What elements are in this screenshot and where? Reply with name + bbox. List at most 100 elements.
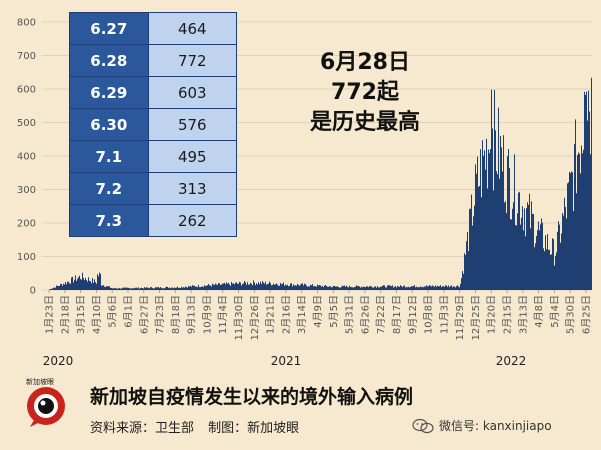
table-value: 495 <box>147 140 238 173</box>
table-row: 7.3 262 <box>69 204 238 237</box>
bar <box>287 284 288 290</box>
bar <box>450 286 451 290</box>
bar <box>150 287 151 290</box>
bar <box>379 287 380 290</box>
bar <box>194 285 195 290</box>
bar <box>402 287 403 290</box>
bar <box>259 284 260 290</box>
bar <box>321 286 322 290</box>
x-tick-label: 7月23日 <box>154 295 166 334</box>
bar <box>554 265 555 290</box>
table-date: 7.1 <box>69 140 149 173</box>
bar <box>407 287 408 290</box>
bar <box>263 282 264 290</box>
bar <box>572 172 573 290</box>
bar <box>205 285 206 290</box>
bar <box>207 285 208 290</box>
bar <box>367 286 368 290</box>
y-tick-label: 400 <box>17 152 36 163</box>
year-axis: 2020 2021 2022 <box>43 354 527 368</box>
bar <box>577 155 578 290</box>
bar <box>387 285 388 290</box>
bar <box>475 164 476 290</box>
bar <box>500 135 501 290</box>
bar <box>512 208 513 290</box>
bar <box>465 255 466 290</box>
bar <box>585 95 586 291</box>
bar <box>490 149 491 290</box>
bar <box>400 285 401 290</box>
bar <box>587 120 588 290</box>
bar <box>368 287 369 290</box>
bar <box>447 286 448 290</box>
bar <box>520 224 521 290</box>
y-tick-label: 500 <box>17 118 36 129</box>
bar <box>118 288 119 290</box>
bar <box>409 287 410 290</box>
bar <box>571 171 572 290</box>
bar <box>345 286 346 290</box>
bar <box>242 283 243 290</box>
bar <box>526 208 527 290</box>
bar <box>156 287 157 290</box>
bar <box>466 241 467 290</box>
bar <box>298 284 299 290</box>
bar <box>99 272 100 290</box>
bar <box>324 285 325 290</box>
bar <box>436 286 437 290</box>
bar <box>483 155 484 290</box>
bar <box>285 284 286 290</box>
bar <box>176 287 177 290</box>
bar <box>107 285 108 290</box>
bar <box>350 286 351 290</box>
bar <box>210 285 211 290</box>
bar <box>190 285 191 290</box>
bar <box>58 285 59 290</box>
bar <box>543 248 544 290</box>
bar <box>358 286 359 290</box>
bar <box>319 285 320 290</box>
logo-icon <box>27 387 65 427</box>
bar <box>148 287 149 290</box>
y-axis: 0 100 200 300 400 500 600 700 800 <box>17 18 36 297</box>
bar <box>195 286 196 290</box>
bar <box>507 156 508 290</box>
data-table: 6.27 464 6.28 772 6.29 603 6.30 576 7.1 495 7.2 313… <box>69 12 238 237</box>
bar <box>52 288 53 290</box>
bar <box>457 285 458 290</box>
bar <box>416 286 417 290</box>
bar <box>179 287 180 290</box>
bar <box>215 283 216 290</box>
bar <box>281 284 282 290</box>
bar <box>451 285 452 290</box>
bar <box>236 282 237 290</box>
bar <box>73 282 74 290</box>
bar <box>545 235 546 290</box>
bar <box>412 286 413 290</box>
bar <box>59 286 60 290</box>
bar <box>548 249 549 290</box>
bar <box>443 286 444 290</box>
bar <box>304 283 305 290</box>
logo-text: 新加坡眼 <box>26 378 54 386</box>
bar <box>503 135 504 290</box>
bar <box>229 284 230 290</box>
bar <box>255 285 256 290</box>
bar <box>149 288 150 290</box>
bar <box>344 285 345 290</box>
bar <box>187 287 188 290</box>
bar <box>542 222 543 290</box>
bar <box>257 284 258 290</box>
bar <box>411 286 412 290</box>
bar <box>462 270 463 290</box>
bar <box>389 285 390 290</box>
bar <box>185 286 186 290</box>
bar <box>557 231 558 290</box>
bar <box>540 224 541 290</box>
bar <box>82 272 83 290</box>
bar <box>155 287 156 290</box>
bar <box>120 288 121 290</box>
bar <box>342 285 343 290</box>
bar <box>124 287 125 290</box>
table-value: 313 <box>147 172 238 205</box>
